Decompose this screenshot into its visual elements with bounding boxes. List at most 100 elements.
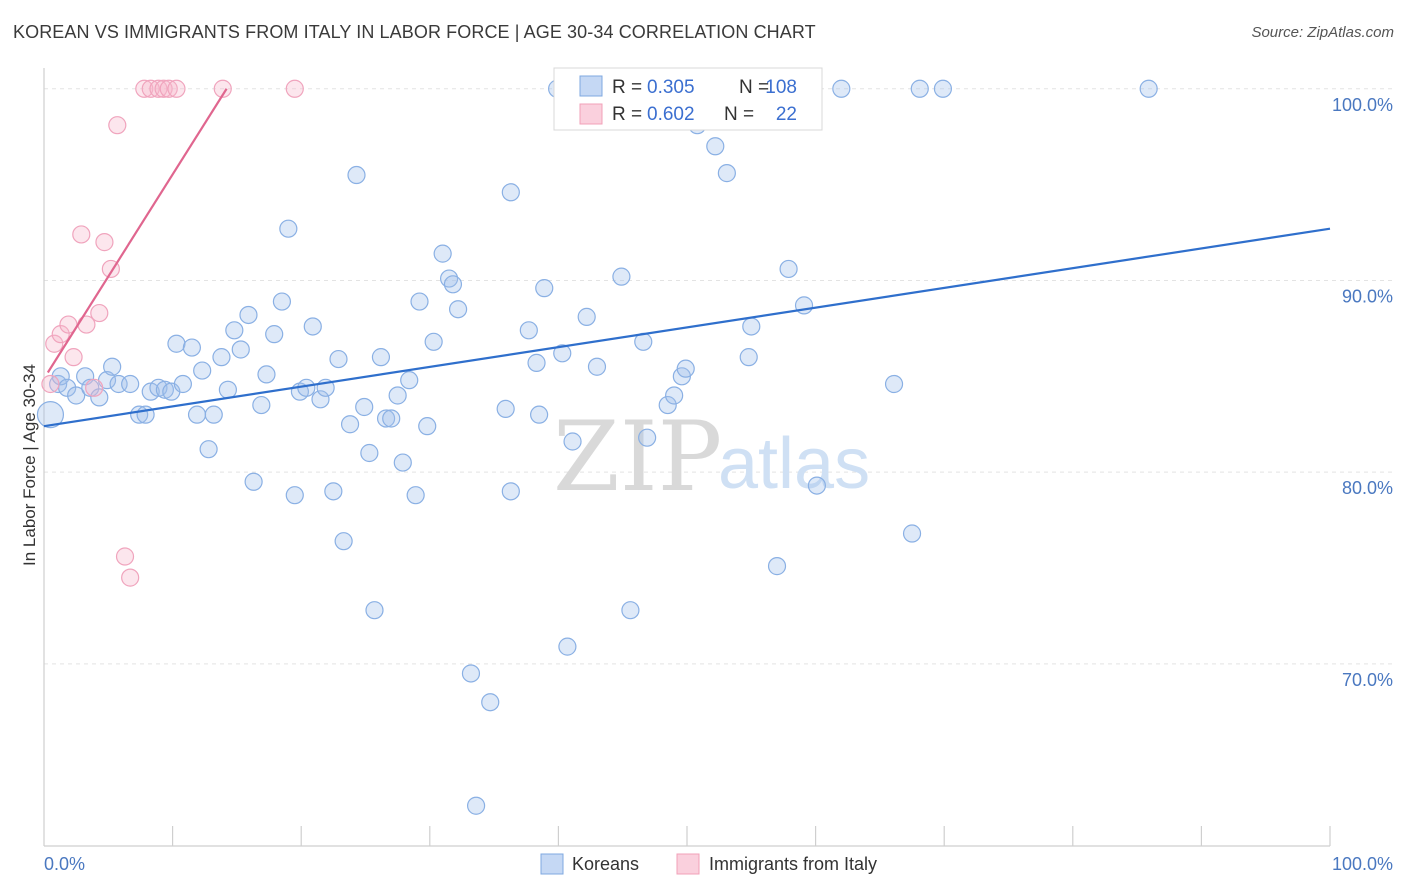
korean-point	[527, 353, 546, 372]
y-tick-labels: 70.0% 80.0% 90.0% 100.0%	[1332, 95, 1393, 690]
italy-point	[90, 303, 109, 323]
watermark-zip: ZIP	[553, 401, 722, 513]
korean-point	[902, 524, 922, 543]
korean-point	[285, 486, 304, 505]
korean-point	[371, 348, 391, 367]
korean-point	[239, 305, 258, 325]
korean-point	[103, 357, 122, 376]
korean-point	[739, 348, 758, 367]
italy-point	[149, 79, 168, 98]
korean-point	[334, 532, 353, 551]
italy-point	[95, 233, 114, 252]
korean-point	[501, 183, 520, 202]
italy-point	[108, 116, 127, 135]
data-points	[36, 79, 1158, 815]
korean-point	[448, 300, 468, 319]
italy-point	[154, 79, 173, 98]
x-tick-labels: 0.0% 100.0%	[44, 854, 1393, 874]
legend-bottom-swatch-koreans	[540, 853, 564, 875]
italy-point	[213, 79, 232, 98]
korean-point	[658, 395, 677, 415]
korean-point	[638, 428, 657, 447]
legend-bottom-label-koreans: Koreans	[572, 854, 639, 874]
korean-point	[717, 164, 736, 183]
korean-point	[272, 292, 292, 311]
korean-point	[388, 386, 407, 405]
chart-title: KOREAN VS IMMIGRANTS FROM ITALY IN LABOR…	[13, 22, 816, 42]
korean-point	[519, 321, 538, 340]
korean-point	[365, 601, 384, 620]
korean-point	[621, 601, 640, 620]
korean-point	[51, 367, 70, 386]
legend-r-label-1: R =	[612, 77, 642, 98]
korean-point	[340, 415, 360, 434]
italy-point	[51, 325, 70, 344]
korean-point	[501, 482, 520, 501]
watermark: ZIP atlas	[553, 401, 870, 513]
italy-point	[141, 79, 160, 98]
korean-point	[676, 359, 695, 378]
italy-trend-line	[46, 88, 228, 374]
korean-point	[807, 476, 826, 495]
y-tick-label: 80.0%	[1342, 478, 1393, 498]
italy-point	[72, 225, 91, 244]
axes	[43, 68, 1331, 847]
legend-n-value-2: 22	[776, 104, 797, 125]
y-tick-label: 100.0%	[1332, 95, 1393, 115]
legend-n-label-1: N =	[739, 77, 769, 98]
korean-point	[1139, 79, 1158, 98]
korean-point	[199, 440, 218, 459]
x-tick-label: 100.0%	[1332, 854, 1393, 874]
korean-point	[182, 338, 201, 357]
italy-point	[167, 79, 186, 98]
legend-r-label-2: R =	[612, 104, 642, 125]
korean-point	[279, 219, 298, 238]
italy-point	[115, 547, 135, 566]
y-tick-label: 70.0%	[1342, 670, 1393, 690]
korean-point	[558, 637, 577, 656]
italy-point	[121, 568, 140, 587]
korean-point	[406, 486, 425, 505]
series-legend: Koreans Immigrants from Italy	[540, 853, 877, 875]
korean-point	[347, 165, 366, 185]
korean-point	[424, 332, 443, 351]
korean-point	[933, 79, 953, 98]
italy-point	[85, 378, 104, 397]
watermark-atlas: atlas	[718, 424, 870, 504]
legend-swatch-koreans	[579, 75, 603, 97]
korean-point	[884, 374, 904, 394]
korean-point	[496, 399, 515, 419]
italy-point	[45, 334, 64, 353]
korean-point	[530, 405, 549, 424]
korean-point	[910, 79, 929, 98]
korean-point	[443, 275, 463, 294]
korean-point	[244, 472, 263, 491]
correlation-legend: R = 0.305 N = 108 R = 0.602 N = 22	[553, 67, 823, 131]
korean-point	[410, 292, 429, 311]
korean-point	[311, 390, 330, 409]
italy-point	[135, 79, 154, 98]
italy-point	[41, 374, 60, 394]
korean-point	[324, 482, 343, 501]
korean-point	[612, 267, 631, 286]
trend-lines	[43, 88, 1331, 428]
korean-point	[303, 317, 322, 336]
korean-point	[742, 317, 761, 336]
y-axis-title: In Labor Force | Age 30-34	[20, 364, 39, 566]
korean-point	[553, 344, 572, 363]
korean-point	[173, 374, 192, 394]
korean-point	[252, 395, 271, 415]
korean-point	[535, 279, 554, 298]
korean-point	[225, 321, 244, 340]
korean-trend-line	[43, 227, 1331, 428]
korean-point	[257, 365, 276, 384]
korean-point	[665, 386, 684, 405]
korean-point	[193, 361, 212, 380]
korean-point	[90, 388, 109, 407]
gridlines	[44, 88, 1392, 665]
korean-point	[767, 557, 787, 576]
korean-point	[433, 244, 452, 263]
korean-point	[779, 259, 798, 279]
korean-point	[376, 409, 396, 428]
korean-point	[360, 443, 379, 463]
